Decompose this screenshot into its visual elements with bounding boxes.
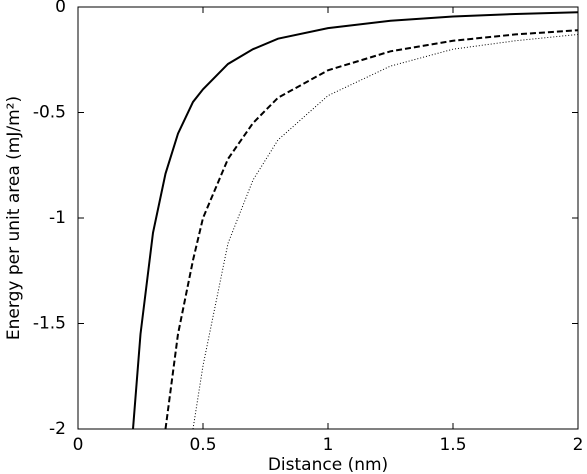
series-line xyxy=(192,33,579,430)
x-tick-label: 0 xyxy=(73,435,84,455)
y-axis-label: Energy per unit area (mJ/m²) xyxy=(4,96,24,340)
series-line xyxy=(164,29,579,430)
y-tick-label: -0.5 xyxy=(33,103,66,123)
y-tick-label: 0 xyxy=(55,0,66,17)
x-tick-label: 1 xyxy=(323,435,334,455)
y-tick-label: -1.5 xyxy=(33,314,66,334)
x-tick-label: 0.5 xyxy=(189,435,216,455)
y-tick-label: -2 xyxy=(49,419,66,439)
y-tick-label: -1 xyxy=(49,208,66,228)
x-tick-label: 1.5 xyxy=(439,435,466,455)
series-line xyxy=(132,11,579,430)
x-axis-label: Distance (nm) xyxy=(268,455,388,474)
x-tick-label: 2 xyxy=(573,435,584,455)
